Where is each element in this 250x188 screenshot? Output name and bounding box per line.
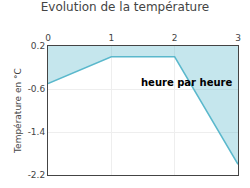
svg-text:heure par heure: heure par heure [141, 77, 232, 88]
svg-text:-1.4: -1.4 [28, 127, 46, 137]
svg-text:1: 1 [108, 33, 114, 43]
svg-text:0.2: 0.2 [31, 41, 45, 51]
svg-text:3: 3 [235, 33, 241, 43]
svg-text:Température en °C: Température en °C [13, 68, 23, 154]
svg-text:0: 0 [45, 33, 51, 43]
svg-text:-0.6: -0.6 [28, 84, 46, 94]
svg-text:Evolution de la température: Evolution de la température [41, 0, 210, 14]
svg-text:-2.2: -2.2 [28, 170, 46, 180]
svg-text:2: 2 [172, 33, 178, 43]
